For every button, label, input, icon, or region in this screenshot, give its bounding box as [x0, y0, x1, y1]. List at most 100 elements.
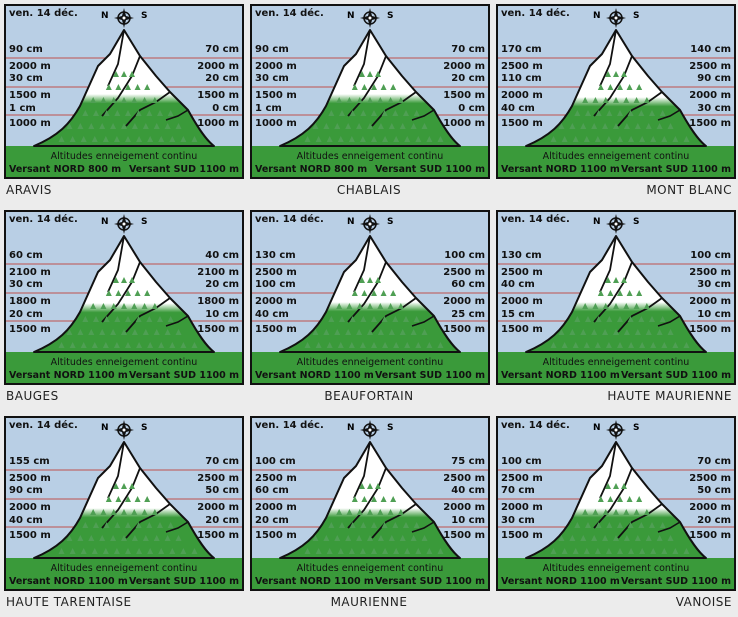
south-slope-footer: Versant SUD 1100 m [374, 370, 485, 381]
tree-icon [582, 97, 589, 103]
tree-icon [380, 84, 387, 90]
tree-icon [88, 535, 95, 541]
tree-icon [191, 136, 198, 142]
tree-icon [617, 316, 623, 322]
tree-icon [113, 136, 120, 142]
tree-icon [399, 123, 406, 129]
compass-north: N [101, 423, 109, 433]
tree-icon [623, 535, 630, 541]
tree-icon [326, 342, 333, 348]
tree-icon [351, 496, 358, 502]
tree-icon [387, 303, 394, 309]
north-slope-footer: Versant NORD 1100 m [255, 370, 374, 381]
tree-icon [397, 509, 404, 515]
north-slope-footer: Versant NORD 1100 m [501, 164, 620, 175]
tree-icon [582, 303, 589, 309]
caption-band [6, 562, 242, 589]
tree-icon [382, 342, 389, 348]
tree-icon [90, 509, 97, 515]
north-label: 60 cm [255, 485, 289, 496]
tree-icon [633, 509, 640, 515]
south-label: 20 cm [697, 515, 731, 526]
ridge-line [411, 521, 435, 533]
region-card: ven. 14 déc. N S 130 cm 100 cm 2500 m 2500 … [492, 206, 738, 411]
south-label: 2000 m [443, 296, 485, 307]
tree-icon [158, 548, 165, 554]
north-label: 40 cm [501, 103, 535, 114]
north-label: 1500 m [501, 118, 543, 129]
tree-icon [164, 535, 171, 541]
tree-icon [636, 496, 643, 502]
tree-icon [410, 329, 417, 335]
tree-icon [661, 136, 668, 142]
tree-icon [131, 123, 138, 129]
north-label: 2000 m [255, 296, 297, 307]
tree-icon [371, 84, 377, 90]
tree-icon [136, 342, 143, 348]
tree-icon [649, 110, 655, 116]
tree-icon [336, 303, 343, 309]
tree-icon [348, 342, 355, 348]
tree-icon [388, 123, 395, 129]
tree-icon [667, 123, 674, 129]
tree-icon [323, 123, 330, 129]
south-slope-footer: Versant SUD 1100 m [620, 576, 731, 587]
tree-icon [415, 342, 422, 348]
north-label: 30 cm [501, 515, 535, 526]
south-label: 1500 m [443, 90, 485, 101]
compass-rose-icon [606, 420, 626, 440]
south-label: 1500 m [197, 324, 239, 335]
tree-icon [115, 84, 122, 90]
mountain-illustration [6, 441, 242, 589]
tree-icon [382, 136, 389, 142]
tree-icon [623, 303, 630, 309]
north-label: 30 cm [255, 73, 289, 84]
south-label: 40 cm [205, 250, 239, 261]
south-label: 1500 m [443, 530, 485, 541]
north-label: 15 cm [501, 309, 535, 320]
tree-icon [356, 535, 363, 541]
tree-icon [367, 509, 373, 515]
tree-icon [339, 316, 345, 322]
tree-icon [605, 483, 611, 489]
tree-icon [77, 535, 84, 541]
tree-icon [574, 522, 581, 528]
north-label: 70 cm [501, 485, 535, 496]
tree-icon [613, 303, 619, 309]
tree-icon [134, 496, 141, 502]
compass-south: S [387, 11, 394, 21]
tree-icon [115, 290, 122, 296]
north-label: 1 cm [9, 103, 36, 114]
tree-icon [82, 110, 89, 116]
tree-icon [121, 483, 127, 489]
tree-icon [613, 483, 619, 489]
tree-icon [88, 123, 95, 129]
tree-icon [569, 329, 576, 335]
region-name: BAUGES [6, 389, 59, 403]
tree-icon [643, 303, 650, 309]
tree-icon [633, 97, 640, 103]
tree-icon [561, 136, 568, 142]
tree-icon [594, 136, 601, 142]
snow-panel: ven. 14 déc. N S 100 cm 70 cm 2500 m 2500 m… [496, 416, 736, 591]
tree-icon [399, 535, 406, 541]
south-slope-footer: Versant SUD 1100 m [128, 370, 239, 381]
tree-icon [580, 329, 587, 335]
tree-icon [367, 483, 373, 489]
tree-icon [572, 342, 579, 348]
tree-icon [88, 329, 95, 335]
tree-icon [638, 316, 645, 322]
north-label: 2100 m [9, 267, 51, 278]
snow-caption: Altitudes enneigement continu [50, 563, 198, 574]
tree-icon [649, 316, 655, 322]
tree-icon [147, 548, 154, 554]
tree-icon [169, 136, 176, 142]
north-label: 2000 m [501, 296, 543, 307]
mountain-illustration [6, 235, 242, 383]
tree-icon [146, 110, 153, 116]
tree-icon [136, 136, 143, 142]
north-label: 90 cm [9, 44, 43, 55]
south-label: 100 cm [444, 250, 485, 261]
